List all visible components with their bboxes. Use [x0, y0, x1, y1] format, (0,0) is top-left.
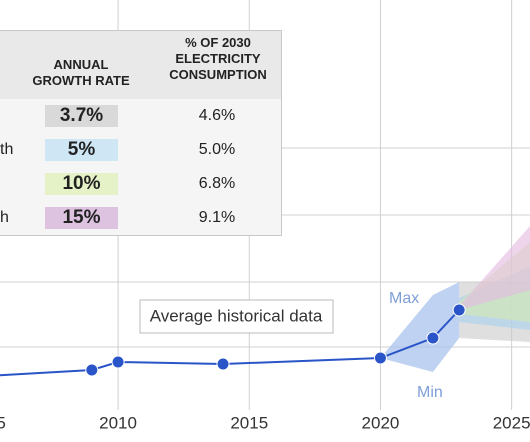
header-line: CONSUMPTION — [169, 67, 267, 82]
header-line: % OF 2030 — [185, 35, 251, 50]
data-point — [426, 331, 440, 345]
growth-rate: 10% — [45, 173, 118, 195]
header-line: GROWTH RATE — [32, 73, 130, 88]
consumption-share: 4.6% — [198, 107, 236, 124]
row-label: h — [0, 209, 9, 226]
table-row: 3.7% 4.6% — [0, 99, 281, 133]
column-header: ANNUAL GROWTH RATE — [25, 57, 137, 89]
x-tick-label: 2020 — [362, 413, 400, 432]
data-point — [216, 357, 230, 371]
data-point — [452, 303, 466, 317]
growth-rate: 5% — [45, 139, 118, 161]
growth-rate: 3.7% — [45, 105, 118, 127]
consumption-share: 5.0% — [198, 141, 236, 158]
table-row: h 15% 9.1% — [0, 201, 281, 235]
table-row: th 5% 5.0% — [0, 133, 281, 167]
annotation: Max — [389, 290, 419, 307]
scenario-fan — [459, 226, 530, 310]
header-line: ELECTRICITY — [175, 51, 261, 66]
consumption-share: 6.8% — [198, 175, 236, 192]
x-tick-label: 2025 — [493, 413, 530, 432]
row-label: th — [0, 141, 14, 158]
data-point — [373, 351, 387, 365]
x-tick-label: 2015 — [230, 413, 268, 432]
x-tick-label: 2010 — [99, 413, 137, 432]
growth-rate: 15% — [45, 207, 118, 229]
data-point — [85, 363, 99, 377]
table-row: 10% 6.8% — [0, 167, 281, 201]
annotation: Average historical data — [150, 306, 323, 325]
column-header: % OF 2030 ELECTRICITY CONSUMPTION — [150, 35, 286, 83]
annotation-box — [139, 299, 334, 334]
header-line: ANNUAL — [53, 57, 109, 72]
annotation: Min — [417, 384, 443, 401]
x-tick-label: 2005 — [0, 413, 6, 432]
data-point — [111, 355, 125, 369]
consumption-share: 9.1% — [198, 209, 236, 226]
legend-table: ANNUAL GROWTH RATE % OF 2030 ELECTRICITY CON… — [0, 30, 282, 236]
table-header: ANNUAL GROWTH RATE % OF 2030 ELECTRICITY CON… — [0, 31, 281, 99]
